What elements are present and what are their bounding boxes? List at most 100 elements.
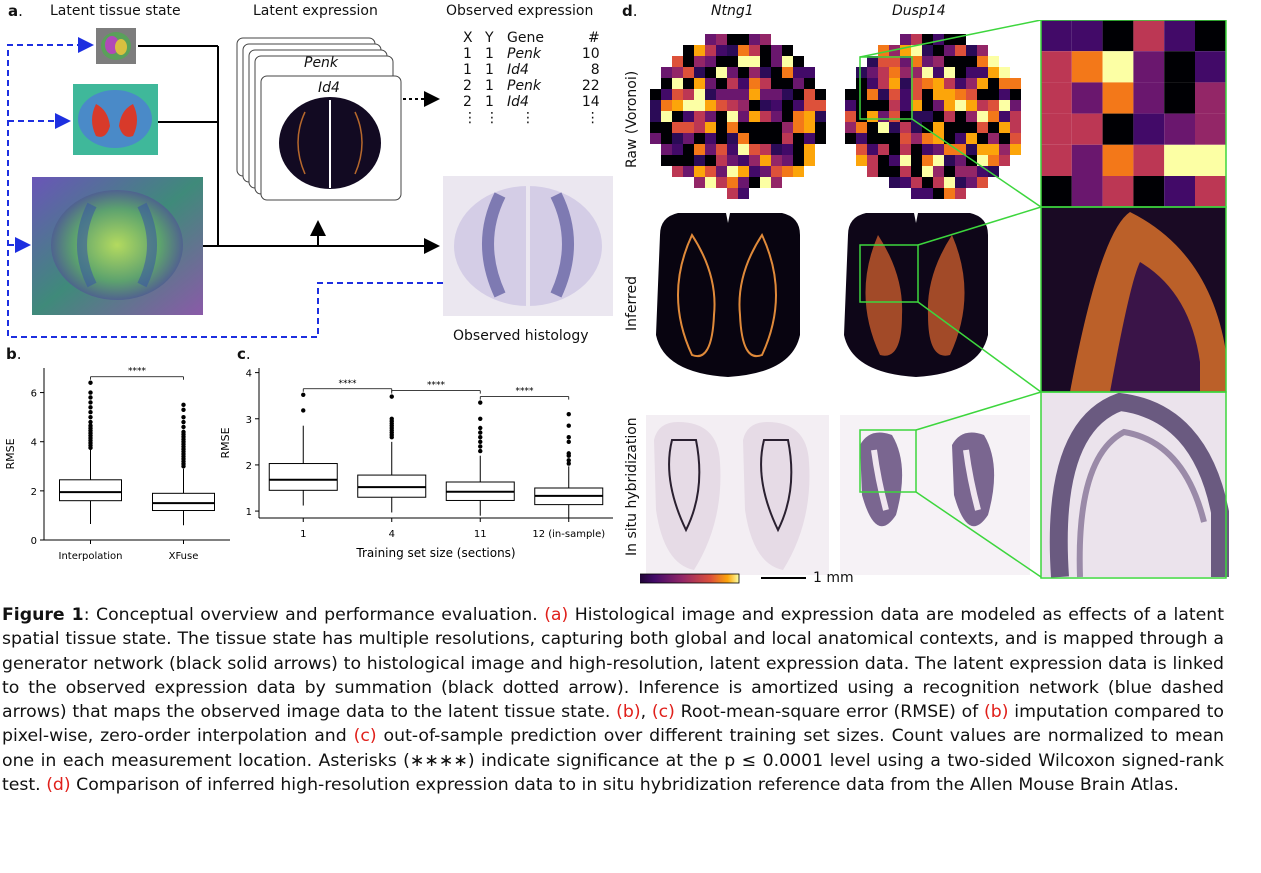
voronoi-cell xyxy=(683,133,694,144)
voronoi-cell xyxy=(900,45,911,56)
ref-c-link[interactable]: (c) xyxy=(353,726,377,747)
voronoi-cell xyxy=(771,166,782,177)
voronoi-cell xyxy=(683,78,694,89)
colorbar xyxy=(640,573,740,584)
voronoi-cell xyxy=(705,133,716,144)
ref-d-link[interactable]: (d) xyxy=(46,775,71,796)
table-cell: 14 xyxy=(581,94,600,110)
voronoi-cell xyxy=(749,34,760,45)
voronoi-cell xyxy=(955,144,966,155)
voronoi-cell xyxy=(749,111,760,122)
outlier-point xyxy=(566,411,571,417)
voronoi-cell xyxy=(1102,51,1134,83)
voronoi-cell xyxy=(955,89,966,100)
voronoi-cell xyxy=(845,133,856,144)
ref-b-link[interactable]: (b) xyxy=(616,702,641,723)
voronoi-cell xyxy=(856,144,867,155)
voronoi-cell xyxy=(856,133,867,144)
voronoi-cell xyxy=(867,122,878,133)
table-row: 2 1 Id4 14 xyxy=(459,94,604,110)
voronoi-cell xyxy=(804,122,815,133)
voronoi-cell xyxy=(716,122,727,133)
voronoi-cell xyxy=(749,100,760,111)
voronoi-cell xyxy=(867,144,878,155)
voronoi-cell xyxy=(911,89,922,100)
voronoi-cell xyxy=(955,166,966,177)
gene-label-dusp14: Dusp14 xyxy=(892,3,946,19)
voronoi-cell xyxy=(738,111,749,122)
voronoi-cell xyxy=(694,111,705,122)
table-row: 1 1 Id4 8 xyxy=(459,62,604,78)
caption-text: , xyxy=(640,702,652,723)
voronoi-cell xyxy=(933,133,944,144)
voronoi-cell xyxy=(988,78,999,89)
x-tick-label: 11 xyxy=(474,529,487,540)
caption-text: Comparison of inferred high-resolution e… xyxy=(70,775,1179,796)
voronoi-cell xyxy=(922,67,933,78)
raw-voronoi-dusp14-image xyxy=(845,34,1021,199)
voronoi-cell xyxy=(977,133,988,144)
voronoi-cell xyxy=(889,111,900,122)
voronoi-cell xyxy=(878,100,889,111)
y-tick-label: 1 xyxy=(246,507,252,518)
voronoi-cell xyxy=(727,166,738,177)
voronoi-cell xyxy=(922,188,933,199)
voronoi-cell xyxy=(977,45,988,56)
voronoi-cell xyxy=(716,67,727,78)
voronoi-cell xyxy=(955,133,966,144)
voronoi-cell xyxy=(1195,113,1226,145)
box xyxy=(152,492,215,512)
voronoi-cell xyxy=(672,89,683,100)
voronoi-cell xyxy=(705,89,716,100)
voronoi-cell xyxy=(705,67,716,78)
y-tick-label: 4 xyxy=(31,438,37,449)
table-header-row: X Y Gene # xyxy=(459,30,604,46)
voronoi-cell xyxy=(749,45,760,56)
raw-voronoi-ntng1-image xyxy=(650,34,826,199)
voronoi-cell xyxy=(716,100,727,111)
voronoi-cell xyxy=(661,144,672,155)
ish-zoom-image xyxy=(1041,392,1229,578)
voronoi-cell xyxy=(966,56,977,67)
voronoi-cell xyxy=(900,122,911,133)
voronoi-cell xyxy=(815,122,826,133)
voronoi-cell xyxy=(878,166,889,177)
voronoi-cell xyxy=(933,45,944,56)
table-row: 2 1 Penk 22 xyxy=(459,78,604,94)
voronoi-cell xyxy=(1010,144,1021,155)
voronoi-cell xyxy=(944,177,955,188)
voronoi-cell xyxy=(683,56,694,67)
table-header: # xyxy=(587,30,600,46)
voronoi-cell xyxy=(922,133,933,144)
voronoi-cell xyxy=(727,122,738,133)
voronoi-cell xyxy=(661,111,672,122)
voronoi-cell xyxy=(672,133,683,144)
voronoi-cell xyxy=(749,56,760,67)
voronoi-cell xyxy=(782,166,793,177)
voronoi-cell xyxy=(760,144,771,155)
voronoi-cell xyxy=(782,45,793,56)
voronoi-cell xyxy=(966,89,977,100)
voronoi-cell xyxy=(900,144,911,155)
outlier-point xyxy=(88,390,93,395)
ref-c-link[interactable]: (c) xyxy=(651,702,675,723)
voronoi-cell xyxy=(727,45,738,56)
voronoi-cell xyxy=(727,133,738,144)
chart-c: 1 2 3 4 RMSE Training set size (sections) 1 4 11… xyxy=(219,368,613,560)
voronoi-cell xyxy=(933,111,944,122)
voronoi-cell xyxy=(738,122,749,133)
voronoi-cell xyxy=(1133,113,1165,145)
ref-b-link[interactable]: (b) xyxy=(984,702,1009,723)
voronoi-cell xyxy=(782,78,793,89)
voronoi-cell xyxy=(694,177,705,188)
y-axis-label: RMSE xyxy=(219,427,232,458)
voronoi-cell xyxy=(672,155,683,166)
significance-label: **** xyxy=(339,379,358,389)
voronoi-cell xyxy=(845,89,856,100)
outlier-point xyxy=(181,402,186,408)
voronoi-cell xyxy=(683,89,694,100)
voronoi-cell xyxy=(1164,113,1195,145)
voronoi-cell xyxy=(1041,176,1072,208)
ref-a-link[interactable]: (a) xyxy=(544,605,569,625)
voronoi-cell xyxy=(716,133,727,144)
